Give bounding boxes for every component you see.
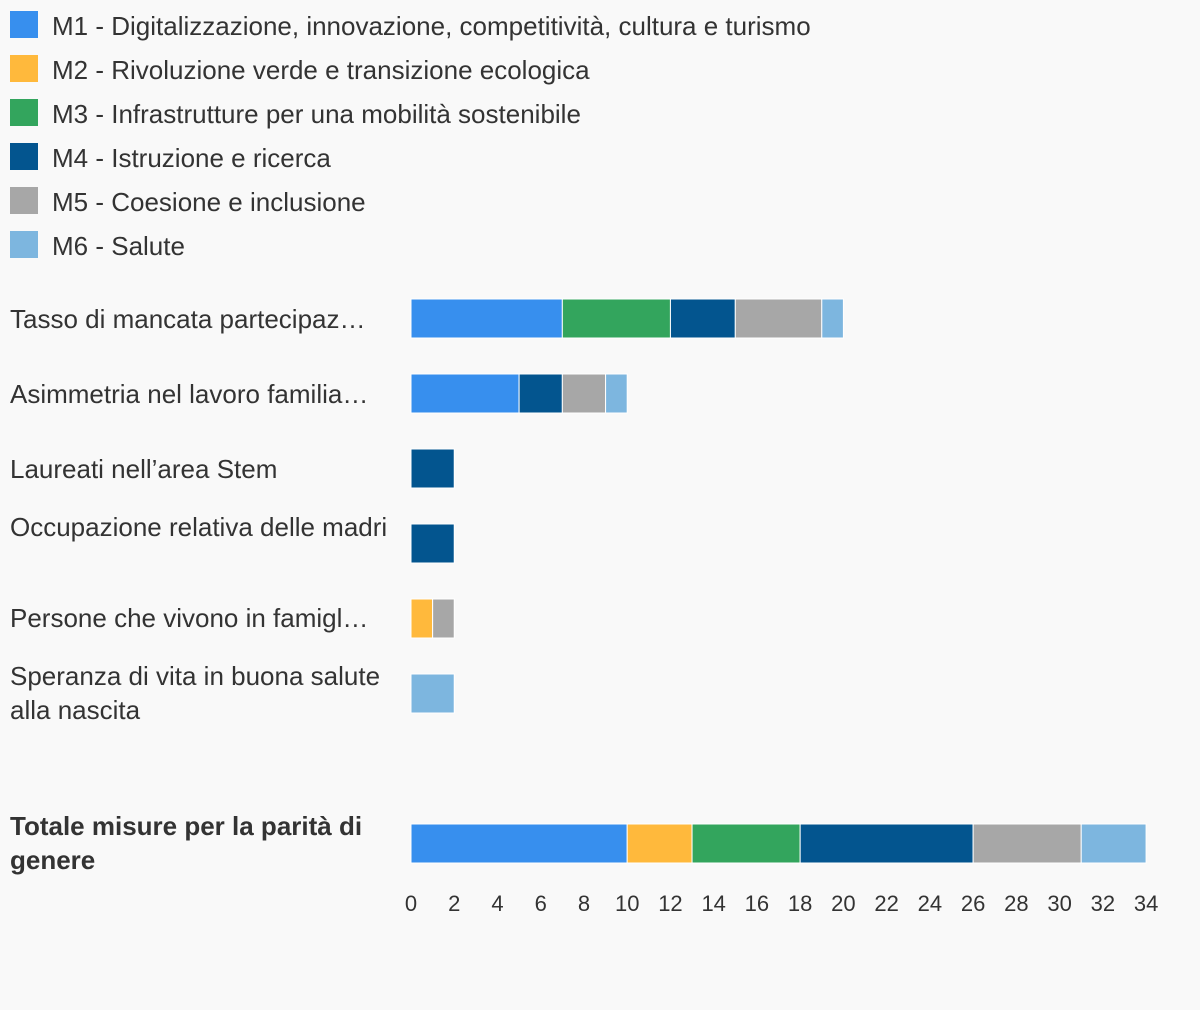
- bar-segment-m4-row-2[interactable]: [518, 373, 563, 414]
- legend-label-m4: M4 - Istruzione e ricerca: [52, 143, 331, 173]
- bar-segment-m6-row-7[interactable]: [1080, 823, 1147, 864]
- bar-segment-m4-row-3[interactable]: [410, 448, 455, 489]
- legend-label-m1: M1 - Digitalizzazione, innovazione, comp…: [52, 11, 811, 41]
- x-tick-label: 2: [448, 891, 460, 916]
- legend-swatch-m4: [10, 143, 38, 170]
- bar-segment-m1-row-7[interactable]: [410, 823, 628, 864]
- bar-segment-m2-row-7[interactable]: [626, 823, 693, 864]
- bar-segment-m4-row-4[interactable]: [410, 523, 455, 564]
- legend-label-m6: M6 - Salute: [52, 231, 185, 261]
- x-tick-label: 22: [874, 891, 898, 916]
- bar-segment-m6-row-6[interactable]: [410, 673, 455, 714]
- bar-segment-m5-row-1[interactable]: [734, 298, 823, 339]
- bar-segment-m3-row-1[interactable]: [561, 298, 671, 339]
- x-tick-label: 12: [658, 891, 682, 916]
- x-tick-label: 28: [1004, 891, 1028, 916]
- bar-segment-m2-row-5[interactable]: [410, 598, 434, 639]
- x-tick-label: 26: [961, 891, 985, 916]
- category-label: Speranza di vita in buona salute alla na…: [10, 661, 381, 725]
- x-tick-label: 32: [1091, 891, 1115, 916]
- x-tick-label: 0: [405, 891, 417, 916]
- x-tick-label: 18: [788, 891, 812, 916]
- legend-label-m2: M2 - Rivoluzione verde e transizione eco…: [52, 55, 590, 85]
- bar-segment-m6-row-1[interactable]: [821, 298, 844, 339]
- bar-segment-m4-row-7[interactable]: [799, 823, 974, 864]
- x-tick-label: 20: [831, 891, 855, 916]
- x-tick-label: 6: [535, 891, 547, 916]
- x-tick-label: 24: [918, 891, 942, 916]
- legend-swatch-m3: [10, 99, 38, 126]
- legend-label-m5: M5 - Coesione e inclusione: [52, 187, 366, 217]
- legend-swatch-m6: [10, 231, 38, 258]
- total-category-label: Totale misure per la parità di genere: [10, 811, 363, 875]
- bar-segment-m1-row-2[interactable]: [410, 373, 520, 414]
- x-tick-label: 10: [615, 891, 639, 916]
- x-tick-label: 8: [578, 891, 590, 916]
- x-tick-label: 4: [491, 891, 503, 916]
- bar-segment-m1-row-1[interactable]: [410, 298, 563, 339]
- legend-swatch-m1: [10, 11, 38, 38]
- category-label: Occupazione relativa delle madri: [10, 512, 388, 542]
- bar-segment-m6-row-2[interactable]: [605, 373, 628, 414]
- legend-swatch-m2: [10, 55, 38, 82]
- bar-segment-m3-row-7[interactable]: [691, 823, 801, 864]
- x-tick-label: 16: [745, 891, 769, 916]
- bar-segment-m5-row-5[interactable]: [432, 598, 455, 639]
- bar-segment-m5-row-7[interactable]: [972, 823, 1082, 864]
- bar-segment-m5-row-2[interactable]: [561, 373, 607, 414]
- x-tick-label: 30: [1047, 891, 1071, 916]
- legend-label-m3: M3 - Infrastrutture per una mobilità sos…: [52, 99, 581, 129]
- x-tick-label: 34: [1134, 891, 1158, 916]
- legend-swatch-m5: [10, 187, 38, 214]
- bar-segment-m4-row-1[interactable]: [669, 298, 736, 339]
- x-tick-label: 14: [701, 891, 725, 916]
